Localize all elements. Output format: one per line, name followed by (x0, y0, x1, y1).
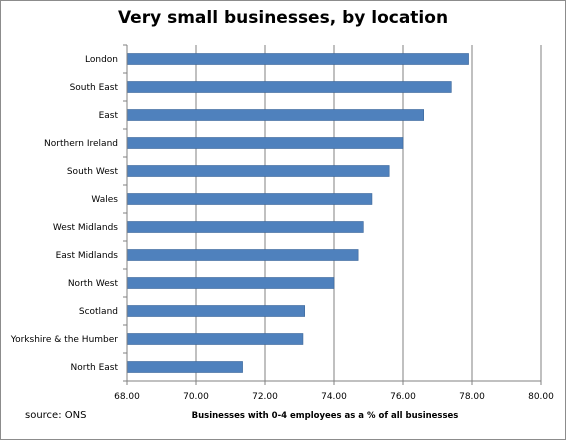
category-label: East (99, 111, 119, 121)
bars (126, 53, 469, 373)
tick-labels: 68.00 70.00 72.00 74.00 76.00 78.00 80.00 (114, 392, 554, 402)
category-label: North East (71, 363, 119, 373)
bar-north-west (126, 277, 335, 289)
category-label: Northern Ireland (44, 139, 118, 149)
bar-scotland (126, 305, 305, 317)
category-label: South East (70, 83, 119, 93)
bar-east-midlands (126, 249, 359, 261)
bar-northern-ireland (126, 137, 404, 149)
bar-london (126, 53, 469, 65)
bar-yorkshire-the-humber (126, 333, 304, 345)
x-tick-label: 72.00 (252, 392, 278, 402)
category-labels: London South East East Northern Ireland Sout… (10, 55, 119, 373)
axes (123, 44, 542, 385)
x-tick-label: 78.00 (459, 392, 485, 402)
category-label: Scotland (79, 307, 118, 317)
x-tick-label: 74.00 (321, 392, 347, 402)
bar-east (126, 109, 425, 121)
category-label: South West (67, 167, 119, 177)
category-label: Yorkshire & the Humber (10, 335, 119, 345)
gridlines (195, 45, 542, 381)
category-label: London (85, 55, 118, 65)
x-tick-label: 76.00 (390, 392, 416, 402)
bar-south-east (126, 81, 452, 93)
category-label: North West (68, 279, 119, 289)
x-tick-label: 68.00 (114, 392, 140, 402)
chart-title: Very small businesses, by location (117, 8, 449, 28)
x-tick-label: 80.00 (528, 392, 554, 402)
bar-south-west (126, 165, 390, 177)
bar-wales (126, 193, 373, 205)
x-axis-label: Businesses with 0-4 employees as a % of … (191, 411, 459, 421)
category-label: West Midlands (53, 223, 118, 233)
category-label: East Midlands (56, 251, 119, 261)
bar-north-east (126, 361, 243, 373)
category-label: Wales (91, 195, 118, 205)
bar-west-midlands (126, 221, 364, 233)
x-tick-label: 70.00 (183, 392, 209, 402)
source-note: source: ONS (25, 410, 87, 421)
